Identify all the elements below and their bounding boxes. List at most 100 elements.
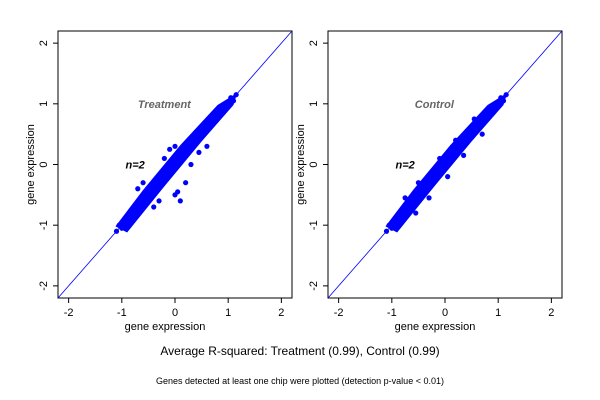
data-point: [177, 198, 183, 204]
data-point: [193, 140, 199, 146]
data-point: [140, 180, 146, 186]
x-tick-label: -1: [117, 307, 127, 319]
data-point: [479, 122, 485, 128]
data-point: [495, 104, 501, 110]
data-point: [225, 104, 231, 110]
caption-detection-note: Genes detected at least one chip were pl…: [156, 376, 444, 386]
data-point: [410, 201, 416, 207]
data-point: [183, 152, 189, 158]
x-tick-label: -1: [387, 307, 397, 319]
y-tick-label: 0: [308, 161, 320, 167]
data-point: [113, 228, 120, 234]
x-axis-label: gene expression: [125, 321, 206, 333]
n-annotation: n=2: [395, 160, 414, 172]
data-point: [188, 161, 194, 168]
data-point: [461, 152, 467, 158]
data-point: [161, 155, 167, 162]
y-tick-label: -1: [38, 220, 50, 230]
y-tick-label: 0: [38, 161, 50, 167]
data-point: [129, 213, 136, 219]
data-point: [394, 219, 400, 225]
data-point: [453, 152, 459, 158]
data-point: [383, 228, 390, 234]
data-point: [145, 195, 152, 201]
data-point: [214, 116, 221, 122]
data-point: [198, 134, 205, 140]
data-point: [209, 122, 215, 128]
data-point: [172, 143, 178, 149]
caption-r-squared: Average R-squared: Treatment (0.99), Con…: [160, 344, 440, 358]
data-point: [442, 164, 448, 171]
data-point: [220, 110, 226, 116]
data-point: [445, 174, 451, 180]
data-point: [156, 183, 162, 189]
data-point: [399, 213, 406, 219]
data-point: [161, 177, 167, 183]
y-tick-label: 1: [38, 101, 50, 107]
data-point: [135, 186, 141, 192]
y-tick-label: -2: [38, 281, 50, 291]
x-tick-label: -2: [64, 307, 74, 319]
y-tick-label: 1: [308, 101, 320, 107]
data-point: [479, 131, 485, 137]
data-point: [151, 204, 157, 210]
x-tick-label: 1: [225, 307, 231, 319]
data-point: [426, 195, 432, 201]
points-group: [383, 92, 509, 234]
data-point: [389, 225, 395, 231]
data-point: [474, 128, 480, 134]
panel-control: -2 -1 0 1 2 -2 -1 0 1 2 gene expression gene expres…: [295, 30, 563, 333]
points-group: [113, 92, 239, 234]
y-tick-label: 2: [38, 40, 50, 46]
data-point: [484, 116, 491, 122]
data-point: [119, 225, 125, 231]
data-point: [124, 219, 130, 225]
x-tick-label: 2: [278, 307, 284, 319]
data-point: [437, 171, 443, 177]
x-tick-label: 2: [548, 307, 554, 319]
data-point: [490, 110, 496, 116]
data-point: [471, 116, 477, 122]
data-point: [204, 143, 210, 149]
data-point: [402, 195, 408, 201]
data-point: [415, 180, 422, 186]
data-point: [463, 140, 469, 146]
data-point: [172, 192, 178, 198]
n-annotation: n=2: [125, 160, 144, 172]
data-point: [156, 198, 162, 204]
data-point: [405, 207, 411, 213]
panel-treatment: -2 -1 0 1 2 -2 -1 0 1 2 gene expression gene expres…: [25, 30, 293, 333]
panel-label: Control: [415, 99, 455, 111]
data-point: [421, 189, 427, 195]
data-point: [415, 195, 422, 201]
data-point: [426, 183, 432, 189]
y-tick-label: -1: [308, 220, 320, 230]
data-point: [151, 189, 157, 195]
panel-label: Treatment: [138, 99, 192, 111]
x-tick-label: 0: [442, 307, 448, 319]
data-point: [500, 98, 507, 104]
data-point: [177, 158, 183, 165]
data-point: [183, 180, 189, 186]
x-tick-label: 1: [495, 307, 501, 319]
data-point: [453, 137, 459, 143]
data-point: [233, 92, 239, 98]
data-point: [167, 171, 173, 177]
data-point: [167, 146, 173, 152]
data-point: [458, 146, 464, 152]
y-axis-label: gene expression: [295, 124, 307, 205]
data-point: [140, 201, 146, 207]
y-tick-label: -2: [308, 281, 320, 291]
data-point: [431, 177, 437, 183]
data-point: [172, 164, 178, 171]
data-point: [468, 134, 475, 140]
data-point: [230, 98, 237, 104]
data-point: [196, 149, 202, 155]
x-axis-label: gene expression: [395, 321, 476, 333]
data-point: [503, 92, 509, 98]
data-point: [437, 155, 443, 162]
data-point: [135, 207, 141, 213]
data-point: [447, 158, 453, 165]
x-tick-label: -2: [334, 307, 344, 319]
